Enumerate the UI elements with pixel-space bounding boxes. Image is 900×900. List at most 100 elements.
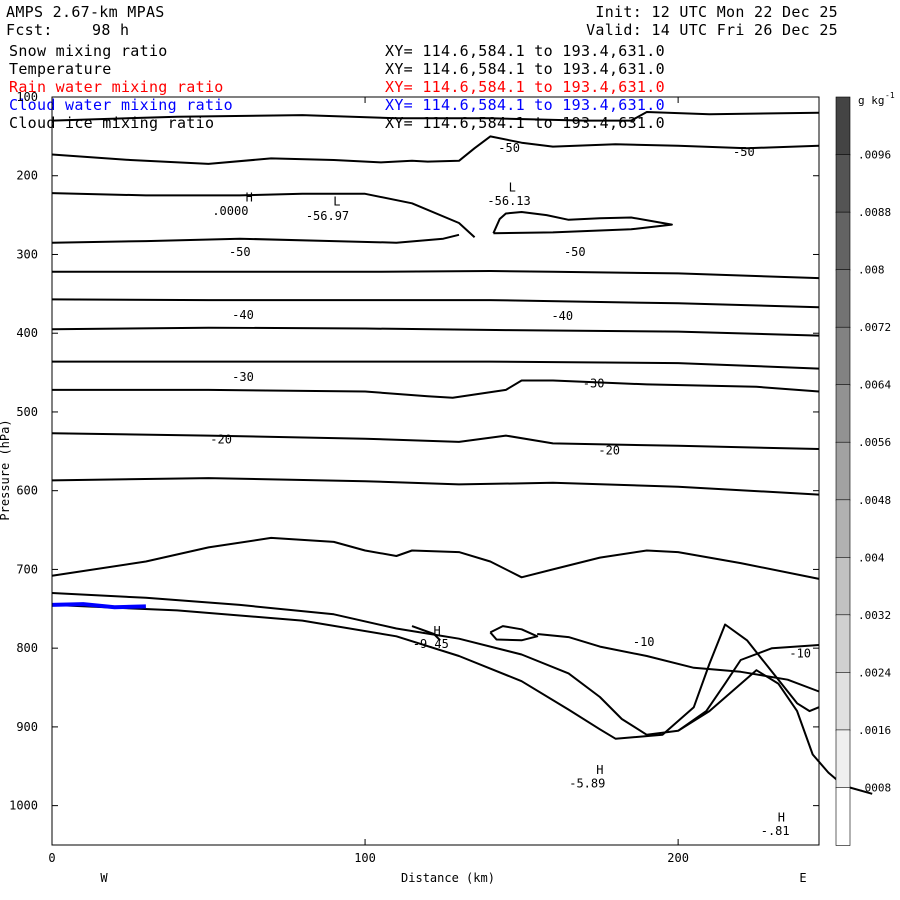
y-tick-label-400: 400 bbox=[16, 326, 38, 340]
colorbar-tick-4: .0064 bbox=[858, 379, 891, 392]
colorbar-tick-3: .0072 bbox=[858, 321, 891, 334]
x-tick-label-0: 0 bbox=[48, 851, 55, 865]
mixing-ratio-shading bbox=[51, 602, 146, 610]
contour-contour-k bbox=[51, 477, 820, 496]
field-name-snow: Snow mixing ratio bbox=[9, 42, 168, 60]
y-tick-label-1000: 1000 bbox=[9, 799, 38, 813]
init-time: Init: 12 UTC Mon 22 Dec 25 bbox=[595, 3, 838, 21]
y-axis-label: Pressure (hPa) bbox=[0, 419, 12, 520]
y-tick-label-300: 300 bbox=[16, 247, 38, 261]
contour-label-9: -50 bbox=[564, 245, 586, 259]
colorbar-tick-5: .0056 bbox=[858, 436, 891, 449]
contour-label-22: H bbox=[778, 810, 785, 824]
colorbar-tick-0: .0096 bbox=[858, 149, 891, 162]
contour-label-12: -30 bbox=[232, 370, 254, 384]
contour-contour-q bbox=[489, 625, 539, 642]
contour-label-20: H bbox=[596, 763, 603, 777]
colorbar-tick-10: .0016 bbox=[858, 724, 891, 737]
field-xy-temperature: XY= 114.6,584.1 to 193.4,631.0 bbox=[385, 60, 665, 78]
x-axis-label: Distance (km) bbox=[401, 871, 495, 885]
contour-contour-j bbox=[51, 432, 820, 450]
contour-label-13: -30 bbox=[583, 377, 605, 391]
east-label: E bbox=[799, 871, 806, 885]
colorbar-swatch-0 bbox=[835, 96, 851, 156]
contour-label-14: -20 bbox=[210, 432, 232, 446]
colorbar-swatch-12 bbox=[835, 787, 851, 846]
contour-contour-b bbox=[51, 135, 820, 165]
colorbar-tick-8: .0032 bbox=[858, 609, 891, 622]
contour-contour-l bbox=[51, 536, 820, 580]
contour-label-1: .0000 bbox=[212, 204, 248, 218]
contour-label-16: H bbox=[433, 624, 440, 638]
contour-label-15: -20 bbox=[598, 444, 620, 458]
y-axis: 100 200 300 400 500 600 700 800 900 1000 bbox=[9, 90, 819, 813]
x-tick-label-100: 100 bbox=[354, 851, 376, 865]
colorbar-swatch-9 bbox=[835, 614, 851, 674]
y-tick-label-100: 100 bbox=[16, 90, 38, 104]
contour-label-19: -10 bbox=[789, 647, 811, 661]
colorbar-swatch-7 bbox=[835, 499, 851, 559]
contour-label-17: -9.45 bbox=[413, 637, 449, 651]
colorbar-swatch-6 bbox=[835, 441, 851, 501]
cloud-water-blue bbox=[51, 602, 146, 610]
field-xy-snow: XY= 114.6,584.1 to 193.4,631.0 bbox=[385, 42, 665, 60]
colorbar-tick-7: .004 bbox=[858, 551, 885, 564]
field-name-cloud-water: Cloud water mixing ratio bbox=[9, 96, 233, 114]
contour-label-5: -56.13 bbox=[487, 194, 530, 208]
valid-time: Valid: 14 UTC Fri 26 Dec 25 bbox=[586, 21, 838, 39]
colorbar-swatch-8 bbox=[835, 556, 851, 616]
colorbar-unit: g kg bbox=[858, 94, 885, 107]
y-tick-label-800: 800 bbox=[16, 641, 38, 655]
contour-label-10: -40 bbox=[232, 308, 254, 322]
contour-label-3: -56.97 bbox=[306, 209, 349, 223]
contour-label-21: -5.89 bbox=[569, 777, 605, 791]
y-tick-label-700: 700 bbox=[16, 562, 38, 576]
contour-label-0: H bbox=[246, 191, 253, 205]
colorbar-swatch-1 bbox=[835, 154, 851, 213]
contour-lines bbox=[51, 111, 873, 795]
x-tick-label-200: 200 bbox=[667, 851, 689, 865]
colorbar-swatch-2 bbox=[835, 211, 851, 271]
colorbar-swatch-5 bbox=[835, 384, 851, 444]
forecast-value: 98 h bbox=[92, 21, 130, 39]
contour-contour-d bbox=[492, 211, 673, 235]
colorbar-swatch-4 bbox=[835, 326, 851, 386]
contour-contour-c2 bbox=[51, 233, 460, 244]
contour-contour-h bbox=[52, 360, 820, 370]
west-label: W bbox=[100, 871, 108, 885]
contour-label-8: -50 bbox=[229, 245, 251, 259]
y-tick-label-500: 500 bbox=[16, 405, 38, 419]
colorbar-swatch-10 bbox=[835, 672, 851, 731]
contour-contour-a bbox=[51, 111, 820, 122]
contour-label-11: -40 bbox=[551, 309, 573, 323]
contour-contour-p bbox=[537, 633, 820, 693]
y-tick-label-600: 600 bbox=[16, 484, 38, 498]
contour-contour-r bbox=[411, 625, 441, 642]
y-tick-label-900: 900 bbox=[16, 720, 38, 734]
colorbar-tick-1: .0088 bbox=[858, 206, 891, 219]
y-tick-label-200: 200 bbox=[16, 169, 38, 183]
colorbar-swatch-11 bbox=[835, 729, 851, 789]
field-name-temperature: Temperature bbox=[9, 60, 112, 78]
contour-label-23: -.81 bbox=[761, 824, 790, 838]
colorbar-tick-9: .0024 bbox=[858, 666, 891, 679]
contour-label-6: -50 bbox=[498, 141, 520, 155]
contour-label-18: -10 bbox=[633, 635, 655, 649]
contour-contour-g bbox=[51, 326, 820, 337]
x-axis: 0 100 200 bbox=[48, 97, 689, 865]
colorbar-swatch-3 bbox=[835, 269, 851, 328]
colorbar: .0096 .0088 .008 .0072 .0064 .0056 .0048 .004 .0… bbox=[835, 96, 891, 846]
field-xy-cloud-water: XY= 114.6,584.1 to 193.4,631.0 bbox=[385, 96, 665, 114]
model-title: AMPS 2.67-km MPAS bbox=[6, 3, 165, 21]
contour-label-4: L bbox=[509, 181, 516, 195]
colorbar-unit-exponent: -1 bbox=[885, 91, 895, 100]
contour-label-7: -50 bbox=[733, 145, 755, 159]
colorbar-tick-11: .0008 bbox=[858, 782, 891, 795]
contour-contour-f bbox=[51, 298, 820, 309]
colorbar-tick-6: .0048 bbox=[858, 494, 891, 507]
contour-contour-e bbox=[52, 270, 820, 280]
field-xy-rain: XY= 114.6,584.1 to 193.4,631.0 bbox=[385, 78, 665, 96]
contour-contour-i bbox=[52, 379, 820, 399]
